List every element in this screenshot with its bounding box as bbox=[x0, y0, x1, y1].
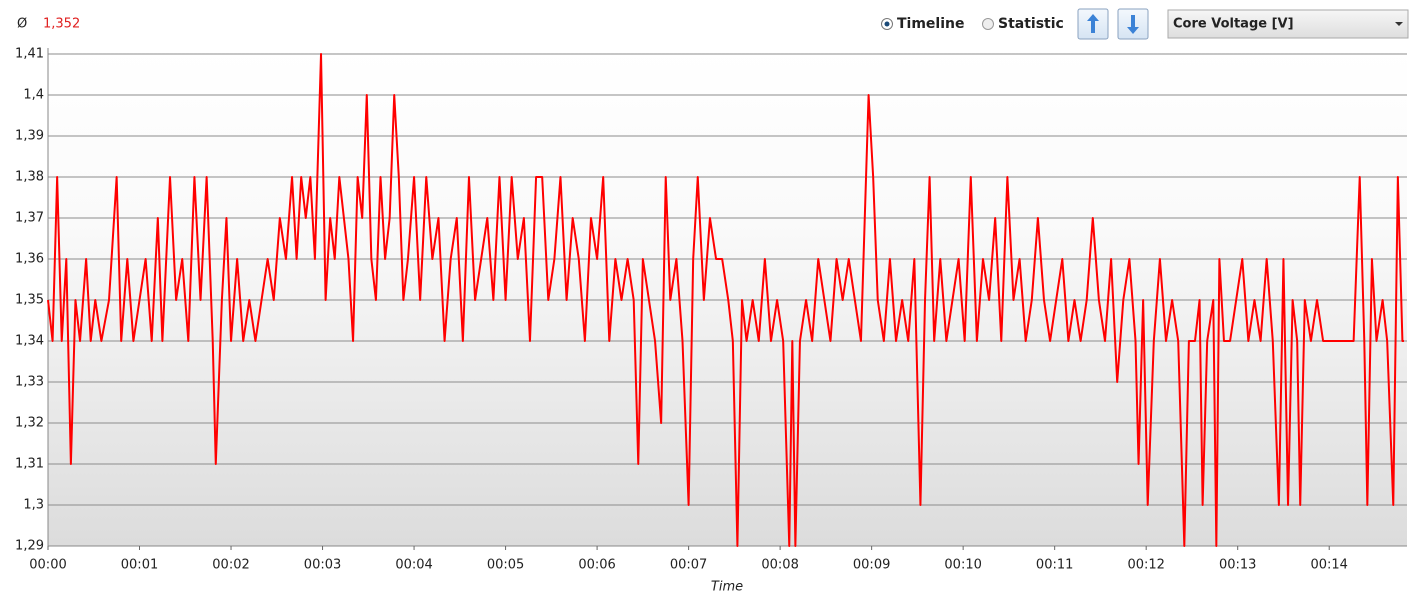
y-tick-label: 1,31 bbox=[15, 457, 44, 472]
average-value: 1,352 bbox=[43, 17, 80, 32]
radio-label[interactable]: Timeline bbox=[897, 16, 965, 32]
dropdown-arrow bbox=[1395, 22, 1403, 26]
x-tick-label: 00:12 bbox=[1127, 558, 1164, 573]
x-tick-label: 00:11 bbox=[1036, 558, 1073, 573]
data-line bbox=[47, 53, 1404, 547]
x-tick-label: 00:14 bbox=[1310, 558, 1347, 573]
button-up[interactable] bbox=[1077, 8, 1109, 40]
y-tick-label: 1,35 bbox=[15, 293, 44, 308]
x-tick-label: 00:00 bbox=[29, 558, 66, 573]
x-tick-label: 00:13 bbox=[1219, 558, 1256, 573]
y-tick-label: 1,4 bbox=[23, 88, 44, 103]
y-tick-label: 1,3 bbox=[23, 498, 44, 513]
y-tick-label: 1,29 bbox=[15, 539, 44, 554]
x-tick-label: 00:08 bbox=[761, 558, 798, 573]
x-tick-label: 00:10 bbox=[944, 558, 981, 573]
y-tick-label: 1,33 bbox=[15, 375, 44, 390]
radio-dot bbox=[884, 21, 890, 27]
y-tick-label: 1,38 bbox=[15, 170, 44, 185]
y-tick-label: 1,34 bbox=[15, 334, 44, 349]
x-tick-label: 00:02 bbox=[212, 558, 249, 573]
radio-statistic[interactable]: Statistic bbox=[982, 16, 1064, 32]
radio-button[interactable] bbox=[982, 18, 994, 30]
sensor-dropdown[interactable]: Core Voltage [V] bbox=[1167, 9, 1409, 39]
x-tick-label: 00:07 bbox=[670, 558, 707, 573]
arrow-up-icon bbox=[1087, 14, 1099, 33]
y-tick-label: 1,37 bbox=[15, 211, 44, 226]
y-tick-label: 1,36 bbox=[15, 252, 44, 267]
radio-label[interactable]: Statistic bbox=[998, 16, 1064, 32]
y-tick-label: 1,32 bbox=[15, 416, 44, 431]
x-tick-label: 00:09 bbox=[853, 558, 890, 573]
dropdown-frame[interactable] bbox=[1167, 9, 1409, 39]
radio-timeline[interactable]: Timeline bbox=[881, 16, 965, 32]
x-tick-label: 00:03 bbox=[304, 558, 341, 573]
x-tick-label: 00:05 bbox=[487, 558, 524, 573]
button-down[interactable] bbox=[1117, 8, 1149, 40]
x-tick-label: 00:01 bbox=[121, 558, 158, 573]
y-tick-label: 1,41 bbox=[15, 47, 44, 62]
x-tick-label: 00:04 bbox=[395, 558, 432, 573]
x-tick-label: 00:06 bbox=[578, 558, 615, 573]
y-tick-label: 1,39 bbox=[15, 129, 44, 144]
average-symbol: Ø bbox=[17, 17, 27, 32]
dropdown-text[interactable]: Core Voltage [V] bbox=[1173, 17, 1294, 32]
arrow-down-icon bbox=[1127, 15, 1139, 34]
x-axis-label: Time bbox=[711, 580, 743, 595]
